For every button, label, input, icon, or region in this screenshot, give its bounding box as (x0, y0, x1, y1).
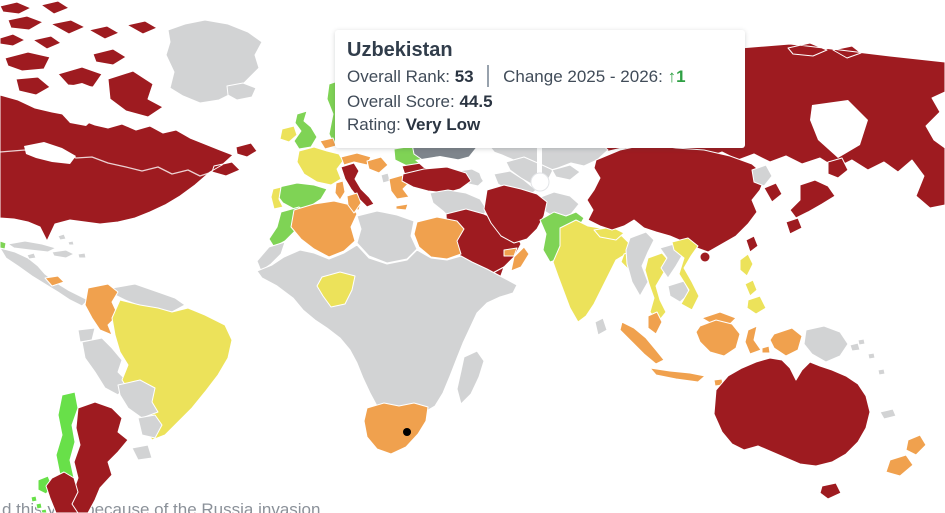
hudson-bay (58, 83, 106, 126)
score-value: 44.5 (459, 92, 493, 112)
country-albania[interactable] (380, 172, 391, 184)
country-algeria[interactable] (290, 200, 358, 258)
country-new-caledonia[interactable] (879, 408, 897, 420)
country-japan[interactable] (785, 157, 849, 235)
country-new-zealand[interactable] (885, 434, 927, 477)
pacific-islands[interactable] (857, 338, 886, 376)
score-label: Overall Score: (347, 92, 455, 112)
tooltip-rank-line: Overall Rank: 53 Change 2025 - 2026: ↑1 (347, 65, 745, 90)
country-bahamas[interactable] (57, 233, 75, 246)
divider-bar (487, 65, 490, 88)
inset-map-red-landmass (45, 471, 79, 513)
country-uae[interactable] (503, 247, 518, 257)
country-italy[interactable] (340, 162, 375, 208)
country-turkey[interactable] (401, 166, 472, 194)
country-puerto-rico[interactable] (77, 252, 87, 259)
country-uruguay[interactable] (131, 444, 153, 461)
country-corsica-sardinia[interactable] (334, 180, 346, 201)
country-sri-lanka[interactable] (594, 317, 608, 336)
country-ireland[interactable] (279, 125, 298, 143)
country-canada-arctic-islands[interactable] (0, 0, 164, 118)
rating-value: Very Low (405, 115, 481, 135)
country-colombia[interactable] (44, 275, 119, 336)
tooltip-score-line: Overall Score: 44.5 (347, 90, 745, 113)
map-tooltip: Uzbekistan Overall Rank: 53 Change 2025 … (335, 30, 745, 148)
country-iceland[interactable] (226, 82, 257, 101)
tooltip-country-title: Uzbekistan (347, 39, 453, 61)
country-egypt[interactable] (413, 216, 465, 260)
country-hispaniola[interactable] (51, 249, 75, 259)
caspian-sea (476, 146, 499, 191)
country-south-korea[interactable] (763, 182, 783, 203)
country-iran[interactable] (483, 184, 548, 244)
country-vietnam[interactable] (671, 237, 700, 311)
usa-canada-border-line (0, 149, 213, 177)
country-portugal[interactable] (270, 186, 284, 210)
rank-label: Overall Rank: (347, 67, 450, 86)
country-balkans[interactable] (366, 156, 389, 174)
country-madagascar[interactable] (456, 350, 485, 405)
country-philippines[interactable] (739, 253, 767, 315)
tooltip-leader-line (537, 146, 542, 176)
country-mexico-central-america[interactable] (0, 247, 89, 307)
country-paraguay[interactable] (137, 414, 163, 439)
lesotho-hole (403, 428, 411, 436)
country-hainan[interactable] (700, 252, 710, 262)
country-tunisia[interactable] (346, 192, 362, 214)
rank-value: 53 (454, 67, 474, 86)
country-western-sahara[interactable] (256, 241, 286, 272)
country-north-korea[interactable] (751, 164, 773, 187)
country-france[interactable] (296, 146, 344, 186)
country-bolivia[interactable] (117, 379, 159, 419)
tooltip-rating-line: Rating: Very Low (347, 113, 745, 136)
country-oman[interactable] (510, 246, 530, 272)
country-belize-speck[interactable] (0, 240, 7, 250)
change-indicator: ↑1 (667, 67, 686, 86)
country-south-africa[interactable] (363, 402, 429, 455)
country-libya[interactable] (356, 210, 418, 264)
region-africa-other[interactable] (256, 244, 518, 417)
country-brazil[interactable] (111, 299, 233, 441)
country-united-kingdom[interactable] (293, 110, 318, 150)
country-nigeria[interactable] (316, 271, 356, 308)
country-argentina[interactable] (67, 401, 129, 513)
country-spain[interactable] (276, 182, 328, 210)
country-jamaica[interactable] (26, 252, 37, 260)
country-taiwan[interactable] (745, 235, 759, 253)
country-cuba[interactable] (7, 240, 57, 253)
country-tasmania[interactable] (819, 482, 842, 500)
country-papua-new-guinea[interactable] (803, 325, 861, 363)
change-label: Change 2025 - 2026: (503, 67, 663, 86)
sea-of-okhotsk (810, 100, 868, 158)
rating-label: Rating: (347, 115, 401, 135)
country-australia[interactable] (713, 357, 871, 467)
country-north-italy-austria[interactable] (340, 152, 372, 166)
country-kyrgyzstan-tajikistan[interactable] (551, 164, 581, 181)
country-belgium-netherlands[interactable] (319, 137, 337, 150)
hover-marker-uzbekistan (530, 172, 550, 192)
